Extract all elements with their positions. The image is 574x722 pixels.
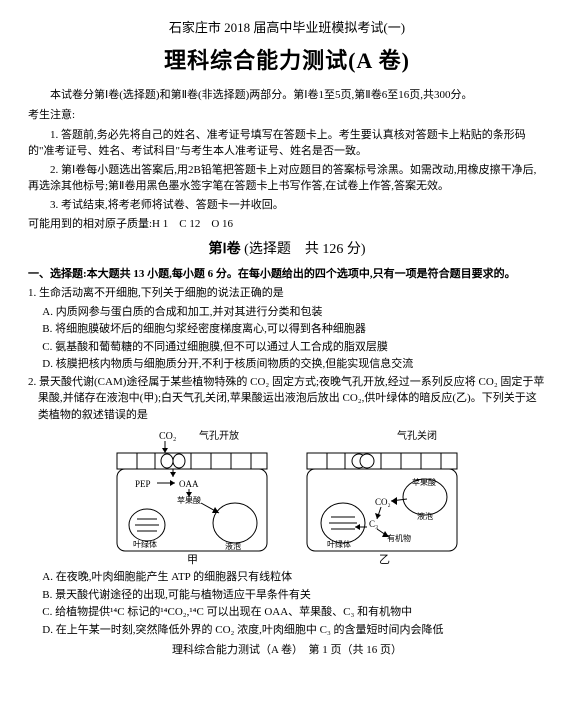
diagram-container: CO₂ 气孔开放 叶绿体 液泡 PEP OAA 苹果酸 — [28, 427, 546, 567]
cam-diagram: CO₂ 气孔开放 叶绿体 液泡 PEP OAA 苹果酸 — [107, 427, 467, 567]
label-closed-stoma: 气孔关闭 — [397, 429, 437, 442]
atomic-mass: 可能用到的相对原子质量:H 1 C 12 O 16 — [28, 216, 546, 233]
label-pep: PEP — [135, 479, 151, 489]
notice-2: 2. 第Ⅰ卷每小题选出答案后,用2B铅笔把答题卡上对应题目的答案标号涂黑。如需改… — [28, 162, 546, 195]
label-organic: 有机物 — [387, 533, 411, 543]
exam-title: 理科综合能力测试(A 卷) — [28, 44, 546, 77]
label-panel-right: 乙 — [379, 553, 390, 566]
q1-opt-a: A. 内质网参与蛋白质的合成和加工,并对其进行分类和包装 — [28, 304, 546, 321]
q2-opt-c: C. 给植物提供¹⁴C 标记的¹⁴CO₂,¹⁴C 可以出现在 OAA、苹果酸、C… — [28, 604, 546, 621]
section-heading: 第Ⅰ卷 (选择题 共 126 分) — [28, 239, 546, 260]
question-group-head: 一、选择题:本大题共 13 小题,每小题 6 分。在每小题给出的四个选项中,只有… — [28, 266, 546, 283]
notice-heading: 考生注意: — [28, 107, 546, 124]
q2-stem: 2. 景天酸代谢(CAM)途径属于某些植物特殊的 CO₂ 固定方式;夜晚气孔开放… — [28, 374, 546, 424]
q2-opt-b: B. 景天酸代谢途径的出现,可能与植物适应干旱条件有关 — [28, 587, 546, 604]
notice-1: 1. 答题前,务必先将自己的姓名、准考证号填写在答题卡上。考生要认真核对答题卡上… — [28, 127, 546, 160]
label-co2-right: CO₂ — [375, 497, 391, 507]
q1-stem: 1. 生命活动离不开细胞,下列关于细胞的说法正确的是 — [28, 285, 546, 302]
section-small: (选择题 共 126 分) — [244, 242, 365, 257]
q1-opt-d: D. 核膜把核内物质与细胞质分开,不利于核质间物质的交换,但能实现信息交流 — [28, 356, 546, 373]
q1-opt-b: B. 将细胞膜破坏后的细胞匀浆经密度梯度离心,可以得到各种细胞器 — [28, 321, 546, 338]
q2-opt-a: A. 在夜晚,叶肉细胞能产生 ATP 的细胞器只有线粒体 — [28, 569, 546, 586]
label-panel-left: 甲 — [187, 554, 198, 566]
intro-text: 本试卷分第Ⅰ卷(选择题)和第Ⅱ卷(非选择题)两部分。第Ⅰ卷1至5页,第Ⅱ卷6至1… — [28, 87, 546, 104]
notice-3: 3. 考试结束,将考老师将试卷、答题卡一并收回。 — [28, 197, 546, 214]
label-co2-left: CO₂ — [159, 431, 176, 442]
label-malate-right: 苹果酸 — [412, 477, 436, 487]
q2-opt-d: D. 在上午某一时刻,突然降低外界的 CO₂ 浓度,叶肉细胞中 C₃ 的含量短时… — [28, 622, 546, 639]
section-big: 第Ⅰ卷 — [209, 242, 241, 257]
label-chloro-left: 叶绿体 — [133, 539, 157, 549]
label-vacuole-right: 液泡 — [417, 511, 433, 521]
page-footer: 理科综合能力测试（A 卷） 第 1 页（共 16 页） — [28, 642, 546, 659]
label-c3: C₃ — [369, 519, 378, 529]
q1-opt-c: C. 氨基酸和葡萄糖的不同通过细胞膜,但不可以通过人工合成的脂双层膜 — [28, 339, 546, 356]
exam-header: 石家庄市 2018 届高中毕业班模拟考试(一) — [28, 18, 546, 38]
label-oaa-left: OAA — [179, 479, 199, 489]
label-vacuole-left: 液泡 — [225, 541, 241, 551]
label-open-stoma: 气孔开放 — [199, 429, 239, 442]
label-chloro-right: 叶绿体 — [327, 539, 351, 549]
